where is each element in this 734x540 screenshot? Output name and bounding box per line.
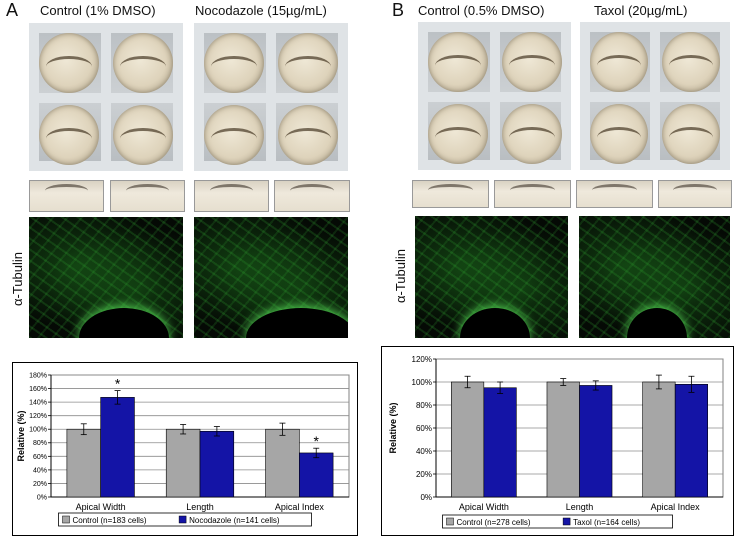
bar [674,383,708,498]
y-tick-label: 40% [416,447,432,456]
y-tick-label: 100% [29,427,47,434]
legend-swatch [62,515,70,524]
bar-chart-a: 0% 20% 40% 60% 80% 100% 120% 140% 160% 180% * Apica… [16,372,350,527]
condition-label-control-a: Control (1% DMSO) [40,3,156,18]
legend-swatch [446,517,454,526]
y-tick-label: 20% [33,481,47,488]
closeup-strip [412,180,489,208]
y-tick-label: 0% [37,494,47,501]
tubulin-image-nocodazole [194,217,348,338]
stain-label-a: α-Tubulin [10,252,25,306]
y-axis-label: Relative (%) [16,410,26,461]
chart-panel-b: 0% 20% 40% 60% 80% 100% 120% Apical Width Length… [381,346,734,536]
significance-marker: * [115,376,121,392]
tubulin-image-control-b [415,216,568,338]
closeup-strip [576,180,653,208]
closeup-strip [494,180,571,208]
legend-label: Control (n=183 cells) [73,516,147,525]
y-tick-label: 100% [412,378,432,387]
chart-panel-a: 0% 20% 40% 60% 80% 100% 120% 140% 160% 180% * Apica… [12,362,358,536]
bar [546,381,580,498]
y-tick-label: 20% [416,470,432,479]
bar [451,381,485,498]
legend-label: Nocodazole (n=141 cells) [189,516,280,525]
legend-swatch [562,517,571,526]
bar [199,430,235,498]
y-tick-label: 120% [29,413,47,420]
bar [165,428,201,498]
embryo-photo-taxol [580,22,730,170]
closeup-strip [29,180,104,212]
closeup-strip [110,180,185,212]
y-tick-label: 40% [33,467,47,474]
category-label: Apical Index [275,502,325,512]
bar-chart-b: 0% 20% 40% 60% 80% 100% 120% Apical Width Length… [388,355,724,529]
closeup-strip [658,180,732,208]
embryo-photo-control-a [29,23,183,171]
bar [483,387,517,498]
condition-label-taxol: Taxol (20µg/mL) [594,3,688,18]
bar [100,397,135,498]
y-tick-label: 120% [412,355,432,364]
y-tick-label: 180% [29,372,47,379]
bar [265,428,300,498]
y-tick-label: 80% [416,401,432,410]
stain-label-b: α-Tubulin [393,249,408,303]
bar [642,381,676,498]
significance-marker: * [313,433,319,449]
embryo-photo-nocodazole [194,23,348,171]
y-tick-label: 160% [29,386,47,393]
closeup-strip [274,180,350,212]
category-label: Length [186,502,214,512]
category-label: Apical Width [459,502,509,512]
legend-label: Control (n=278 cells) [457,518,531,527]
bar [299,452,334,498]
legend-label: Taxol (n=164 cells) [573,518,640,527]
panel-letter-a: A [6,0,19,20]
y-tick-label: 60% [416,424,432,433]
y-tick-label: 60% [33,454,47,461]
tubulin-image-taxol [579,216,730,338]
closeup-strip [194,180,269,212]
y-tick-label: 140% [29,400,47,407]
panel-letter-b: B [392,0,405,20]
category-label: Length [566,502,594,512]
bar [66,428,101,498]
bar [579,385,613,498]
category-label: Apical Index [651,502,701,512]
embryo-photo-control-b [418,22,571,170]
tubulin-image-control-a [29,217,183,338]
y-tick-label: 80% [33,440,47,447]
category-label: Apical Width [76,502,126,512]
y-tick-label: 0% [420,493,432,502]
condition-label-nocodazole: Nocodazole (15µg/mL) [195,3,327,18]
legend-box [442,514,673,529]
y-axis-label: Relative (%) [388,402,398,453]
legend-swatch [178,515,187,524]
condition-label-control-b: Control (0.5% DMSO) [418,3,545,18]
